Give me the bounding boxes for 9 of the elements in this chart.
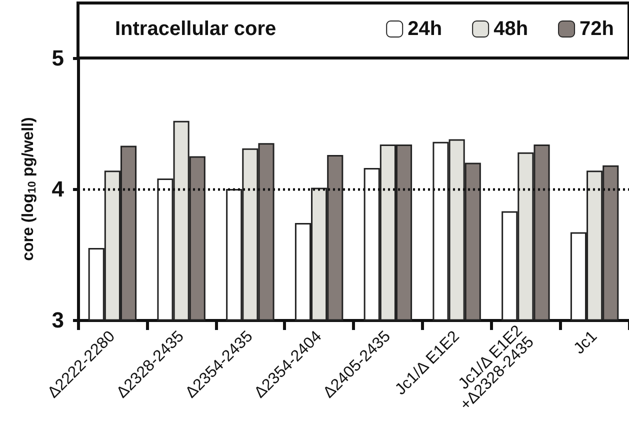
legend-title: Intracellular core [115, 18, 276, 40]
y-tick-label: 3 [52, 308, 64, 332]
legend-label: 24h [408, 18, 442, 40]
legend-label: 72h [580, 18, 614, 40]
y-axis-title: core (log10 pg/well) [20, 117, 38, 261]
y-tick-label: 5 [52, 46, 64, 70]
legend-label: 48h [494, 18, 528, 40]
x-tick-label: Jc1 [570, 328, 601, 358]
y-tick-label: 4 [52, 176, 65, 202]
